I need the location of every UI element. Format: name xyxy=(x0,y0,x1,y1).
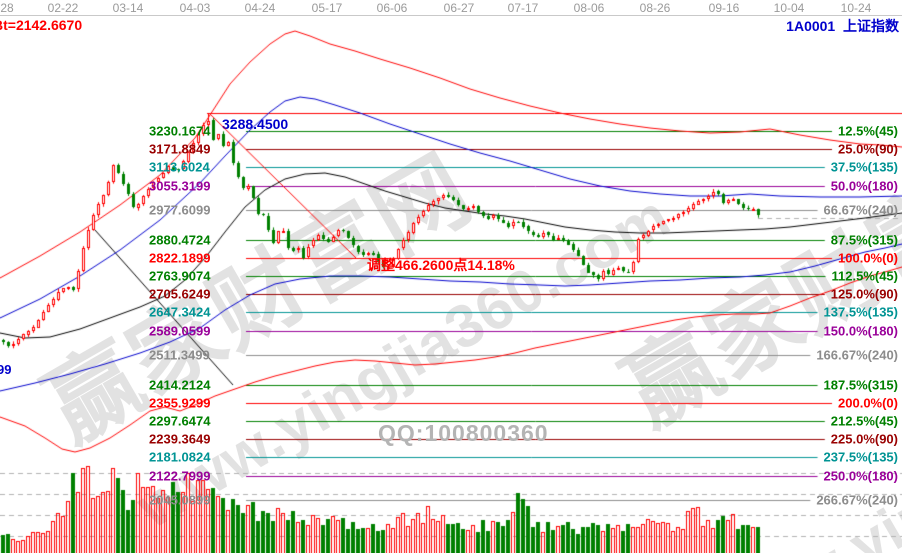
price-level-label: 2297.6474 xyxy=(149,413,211,429)
percent-level-label: 25.0%(90) xyxy=(838,141,898,157)
date-axis-label: 10-04 xyxy=(773,1,805,15)
percent-level-label: 250.0%(180) xyxy=(823,468,898,484)
percent-level-label: 266.67%(240) xyxy=(816,492,898,508)
date-axis-label: 07-17 xyxy=(507,1,539,15)
percent-level-label: 200.0%(0) xyxy=(838,395,898,411)
price-level-label: 3171.8849 xyxy=(149,141,211,157)
date-axis-label: 08-06 xyxy=(573,1,605,15)
symbol-name: 上证指数 xyxy=(843,18,899,34)
percent-level-label: 237.5%(135) xyxy=(823,449,898,465)
date-axis-label: 08-26 xyxy=(639,1,671,15)
price-level-label: 3230.1674 xyxy=(149,123,211,139)
price-level-label: 2122.7999 xyxy=(149,468,211,484)
date-axis-label: 04-03 xyxy=(179,1,211,15)
price-level-label: 2414.2124 xyxy=(149,377,211,393)
percent-level-label: 125.0%(90) xyxy=(830,286,898,302)
price-level-label: 2880.4724 xyxy=(149,232,211,248)
date-axis-label: 04-24 xyxy=(244,1,276,15)
percent-level-label: 100.0%(0) xyxy=(838,250,898,266)
price-level-label: 2705.6249 xyxy=(149,286,211,302)
clipped-left-label: 99 xyxy=(0,362,12,377)
price-level-label: 2239.3649 xyxy=(149,431,211,447)
price-level-label: 2763.9074 xyxy=(149,268,211,284)
percent-level-label: 137.5%(135) xyxy=(823,304,898,320)
percent-level-label: 50.0%(180) xyxy=(830,178,898,194)
adjustment-annotation: 调整466.2600点14.18% xyxy=(367,257,515,273)
percent-level-label: 112.5%(45) xyxy=(831,268,899,284)
watermark-qq-label: QQ:100800360 xyxy=(378,420,549,446)
percent-level-label: 12.5%(45) xyxy=(838,123,898,139)
price-level-label: 2822.1899 xyxy=(149,250,211,266)
price-level-label: 2589.0599 xyxy=(149,323,211,339)
price-level-label: 2181.0824 xyxy=(149,449,211,465)
date-axis-label: 03-14 xyxy=(112,1,144,15)
price-level-label: 3113.6024 xyxy=(149,159,210,175)
indicator-value-label: Bt=2142.6670 xyxy=(0,17,83,33)
percent-level-label: 66.67%(240) xyxy=(823,202,898,218)
price-level-label: 2355.9299 xyxy=(149,395,211,411)
percent-level-label: 150.0%(180) xyxy=(823,323,898,339)
price-level-label: 3055.3199 xyxy=(149,178,211,194)
price-level-label: 2647.3424 xyxy=(149,304,211,320)
percent-level-label: 187.5%(315) xyxy=(823,377,898,393)
percent-level-label: 87.5%(315) xyxy=(830,232,898,248)
date-axis-label: 10-24 xyxy=(840,1,872,15)
price-level-label: 2045.0899 xyxy=(149,492,211,508)
symbol-title: 1A0001 上证指数 xyxy=(786,16,899,36)
date-axis-label: 06-06 xyxy=(376,1,408,15)
date-axis-label: -28 xyxy=(0,1,14,15)
price-level-label: 2511.3499 xyxy=(149,347,210,363)
symbol-code: 1A0001 xyxy=(786,18,836,34)
percent-level-label: 225.0%(90) xyxy=(830,431,898,447)
percent-level-label: 166.67%(240) xyxy=(816,347,898,363)
date-axis-label: 09-16 xyxy=(708,1,740,15)
percent-level-label: 212.5%(45) xyxy=(830,413,898,429)
date-axis-label: 06-27 xyxy=(443,1,475,15)
percent-level-label: 37.5%(135) xyxy=(830,159,898,175)
date-axis-label: 02-22 xyxy=(47,1,79,15)
date-axis-label: 05-17 xyxy=(311,1,343,15)
price-level-label: 2977.6099 xyxy=(149,202,211,218)
